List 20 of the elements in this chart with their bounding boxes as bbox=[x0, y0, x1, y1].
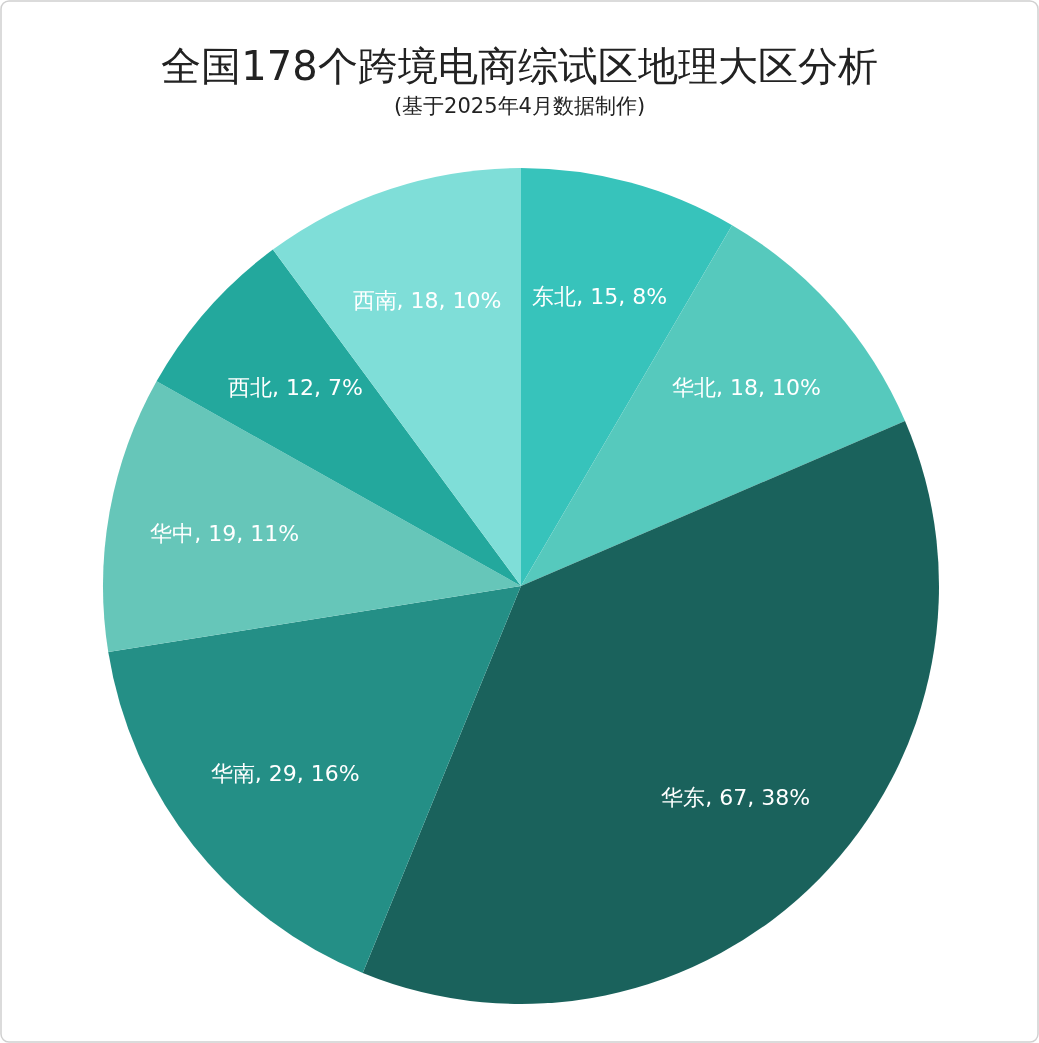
data-label: , 67, 38% bbox=[705, 784, 811, 810]
data-label: , 12, 7% bbox=[272, 374, 363, 400]
slice-label: 华中 bbox=[150, 521, 195, 547]
slice-label: 西北 bbox=[228, 374, 273, 400]
chart-subtitle: (基于2025年4月数据制作) bbox=[393, 94, 646, 118]
pie-slice bbox=[362, 420, 939, 1004]
pie-slice bbox=[108, 586, 521, 973]
chart-title: 全国178个跨境电商综试区地理大区分析 bbox=[161, 43, 878, 89]
data-label: , 18, 10% bbox=[396, 288, 502, 314]
slice-label: 华东 bbox=[661, 784, 706, 810]
pie-slice bbox=[521, 168, 733, 586]
data-label: , 15, 8% bbox=[576, 283, 668, 309]
pie-slice bbox=[521, 225, 906, 586]
slice-label: 东北 bbox=[532, 283, 577, 309]
slice-label: 华南 bbox=[210, 761, 255, 787]
slice-label: 西南 bbox=[352, 288, 397, 314]
data-label: , 29, 16% bbox=[254, 761, 360, 787]
data-label: , 19, 11% bbox=[194, 521, 300, 547]
slice-label: 华北 bbox=[672, 374, 717, 400]
data-label: , 18, 10% bbox=[716, 374, 821, 400]
